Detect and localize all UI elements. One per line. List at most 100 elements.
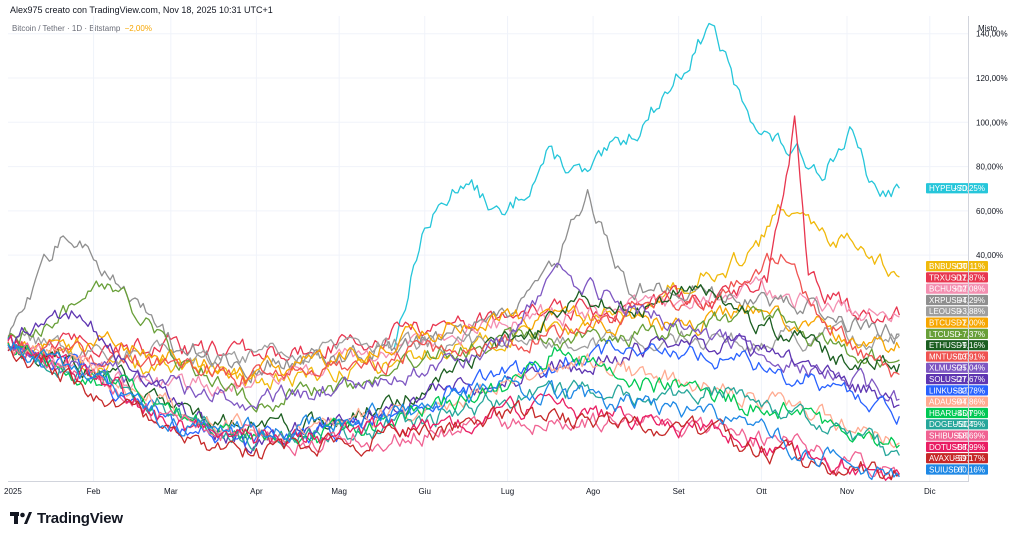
badge-suiusdt[interactable]: SUIUSDT−60,16% — [926, 464, 988, 475]
badge-symbol: BNBUSDT — [929, 262, 967, 271]
series-line-ethusdt[interactable] — [7, 284, 901, 439]
time-axis-border — [8, 481, 969, 482]
badge-ethusdt[interactable]: ETHUSDT−9,16% — [926, 340, 988, 351]
series-line-suiusdt[interactable] — [7, 341, 900, 481]
series-line-leousd[interactable] — [7, 320, 900, 368]
badge-value: +12,08% — [953, 285, 985, 294]
y-tick-label: 60,00% — [976, 207, 1003, 216]
badge-symbol: DOGEUSDT — [929, 420, 974, 429]
y-tick-label: 40,00% — [976, 251, 1003, 260]
tradingview-logo-icon — [10, 511, 32, 524]
series-line-xlmusdt[interactable] — [7, 262, 900, 411]
badge-value: −25,04% — [953, 364, 985, 373]
badge-xlmusdt[interactable]: XLMUSDT−25,04% — [926, 362, 988, 373]
badge-symbol: HBARUSDT — [929, 409, 973, 418]
badge-avaxusdt[interactable]: AVAXUSDT−59,17% — [926, 453, 988, 464]
series-line-solusdt[interactable] — [7, 309, 900, 454]
series-line-bnbusdt[interactable] — [7, 203, 900, 390]
badge-symbol: LINKUSDT — [929, 386, 969, 395]
badge-symbol: XRPUSDT — [929, 296, 967, 305]
badge-dotusdt[interactable]: DOTUSDT−58,99% — [926, 441, 988, 452]
badge-leousd[interactable]: LEOUSD+3,88% — [926, 306, 988, 317]
badge-hypeusd[interactable]: HYPEUSD+70,25% — [926, 183, 988, 194]
x-tick-label: Ott — [756, 487, 767, 496]
badge-value: −58,99% — [953, 443, 985, 452]
badge-linkusdt[interactable]: LINKUSDT−32,78% — [926, 385, 988, 396]
badge-symbol: SUIUSDT — [929, 465, 964, 474]
badge-value: +12,87% — [953, 273, 985, 282]
badge-value: −45,79% — [953, 409, 985, 418]
author-line: Alex975 creato con TradingView.com, Nov … — [10, 5, 273, 15]
tradingview-wordmark: TradingView — [37, 510, 123, 527]
x-tick-label: Dic — [924, 487, 936, 496]
badge-btcusdt[interactable]: BTCUSDT−2,00% — [926, 317, 988, 328]
badge-value: −32,78% — [953, 386, 985, 395]
badge-value: −27,67% — [953, 375, 985, 384]
badge-value: −44,86% — [953, 398, 985, 407]
series-line-adausdt[interactable] — [7, 345, 900, 449]
price-axis-border — [968, 16, 969, 482]
badge-symbol: SOLUSDT — [929, 375, 967, 384]
price-axis-ticks: 140,00% 120,00% 100,00% 80,00% 60,00% 40,00% — [976, 30, 1008, 260]
badge-dogeusdt[interactable]: DOGEUSDT−50,49% — [926, 419, 988, 430]
badge-symbol: XLMUSDT — [929, 364, 967, 373]
badge-value: −50,49% — [953, 420, 985, 429]
badge-value: −9,16% — [958, 341, 985, 350]
series-lines — [7, 22, 901, 481]
badge-value: +4,29% — [958, 296, 985, 305]
series-line-dogeusdt[interactable] — [7, 335, 900, 457]
badge-xrpusdt[interactable]: XRPUSDT+4,29% — [926, 294, 988, 306]
badge-trxusdt[interactable]: TRXUSDT+12,87% — [926, 272, 988, 283]
badge-bnbusdt[interactable]: BNBUSDT+30,11% — [926, 261, 988, 272]
badge-value: +30,11% — [954, 262, 985, 271]
x-tick-label: Giu — [419, 487, 431, 496]
time-axis-ticks: 2025 Feb Mar Apr Mag Giu Lug Ago Set Ott Nov Dic — [4, 487, 936, 496]
series-line-bchusdt[interactable] — [7, 276, 900, 397]
series-line-xrpusdt[interactable] — [7, 189, 900, 384]
badge-symbol: TRXUSDT — [929, 273, 967, 282]
badge-adausdt[interactable]: ADAUSDT−44,86% — [926, 396, 988, 407]
x-tick-label: Lug — [501, 487, 514, 496]
x-tick-label: Apr — [250, 487, 263, 496]
badge-shibusdt[interactable]: SHIBUSDT−58,69% — [926, 430, 988, 441]
scale-mode-label[interactable]: Misto — [978, 24, 998, 33]
badge-mntusdt[interactable]: MNTUSDT−13,91% — [926, 351, 988, 362]
x-tick-label: Set — [673, 487, 686, 496]
x-tick-label: Nov — [840, 487, 854, 496]
badge-value: −13,91% — [953, 352, 985, 361]
badge-bchusdt[interactable]: BCHUSDT+12,08% — [926, 283, 988, 294]
series-line-hbarusdt[interactable] — [7, 342, 900, 449]
badge-value: −58,69% — [953, 432, 985, 441]
badge-value: −7,37% — [958, 330, 985, 339]
series-line-avaxusdt[interactable] — [7, 348, 900, 481]
y-tick-label: 80,00% — [976, 163, 1003, 172]
series-line-mntusdt[interactable] — [7, 252, 900, 387]
series-line-trxusdt[interactable] — [7, 115, 901, 362]
badge-symbol: LEOUSD — [929, 307, 962, 316]
y-tick-label: 100,00% — [976, 118, 1008, 127]
series-line-ltcusd[interactable] — [7, 280, 900, 413]
y-tick-label: 120,00% — [976, 74, 1008, 83]
x-tick-label: Ago — [586, 487, 601, 496]
badge-symbol: ADAUSDT — [929, 398, 967, 407]
badge-symbol: LTCUSD — [929, 330, 961, 339]
chart-legend[interactable]: Bitcoin / Tether · 1D · Bitstamp −2,00% — [12, 24, 152, 33]
badge-solusdt[interactable]: SOLUSDT−27,67% — [926, 374, 988, 385]
badge-symbol: DOTUSDT — [929, 443, 968, 452]
badge-hbarusdt[interactable]: HBARUSDT−45,79% — [926, 407, 988, 419]
x-tick-label: 2025 — [4, 487, 22, 496]
series-badges: HYPEUSD+70,25%BNBUSDT+30,11%TRXUSDT+12,8… — [926, 183, 988, 475]
badge-symbol: MNTUSDT — [929, 352, 968, 361]
badge-value: −2,00% — [958, 319, 985, 328]
series-line-hypeusd[interactable] — [393, 22, 900, 348]
badge-symbol: SHIBUSDT — [929, 432, 970, 441]
x-tick-label: Feb — [87, 487, 101, 496]
badge-value: −59,17% — [953, 454, 985, 463]
badge-symbol: HYPEUSD — [929, 184, 968, 193]
x-tick-label: Mar — [164, 487, 178, 496]
y-tick-label: 140,00% — [976, 30, 1008, 39]
badge-ltcusd[interactable]: LTCUSD−7,37% — [926, 328, 988, 339]
badge-symbol: BTCUSDT — [929, 319, 967, 328]
badge-value: +70,25% — [953, 184, 985, 193]
